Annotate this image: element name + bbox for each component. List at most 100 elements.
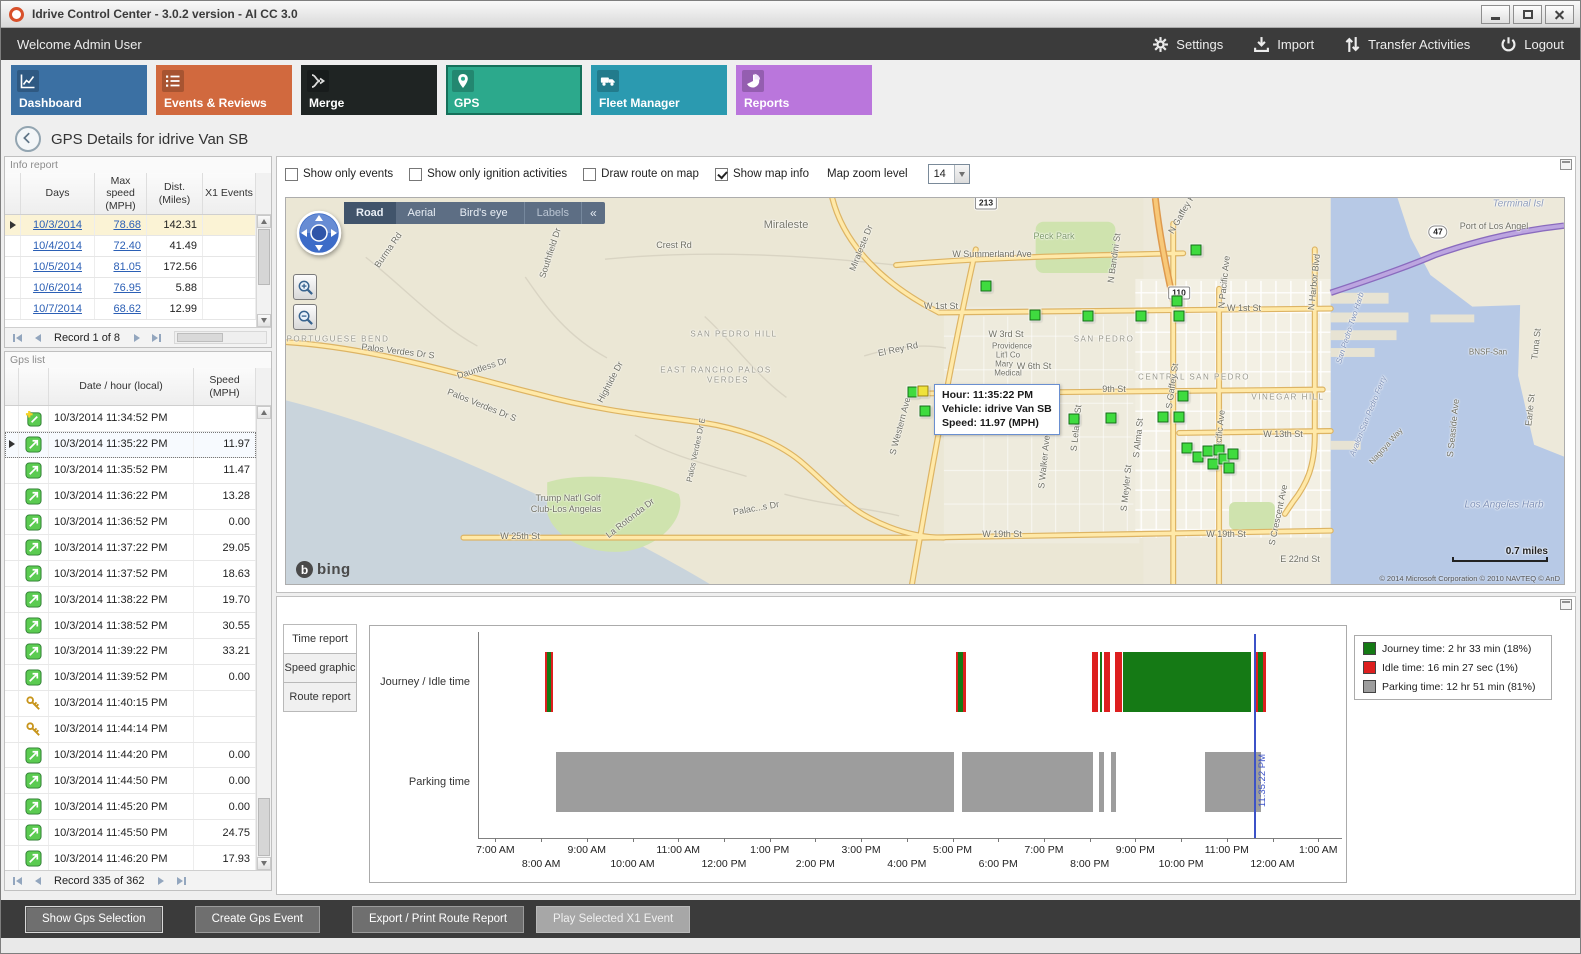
pager-prev-button[interactable] <box>29 330 46 345</box>
show-gps-selection-button[interactable]: Show Gps Selection <box>25 905 163 933</box>
column-x1-events[interactable]: X1 Events <box>203 173 256 214</box>
days-cell[interactable]: 10/3/2014 <box>21 215 95 235</box>
zoom-in-button[interactable] <box>293 274 317 300</box>
pager-next-button[interactable] <box>153 873 170 888</box>
list-item[interactable]: 10/3/2014 11:39:22 PM 33.21 <box>5 639 256 665</box>
map-marker[interactable] <box>1192 451 1204 463</box>
table-row[interactable]: 10/4/2014 72.40 41.49 <box>5 236 256 257</box>
option-show-only-ignition[interactable]: Show only ignition activities <box>409 167 567 181</box>
column-days[interactable]: Days <box>21 173 95 214</box>
map-marker[interactable] <box>919 405 931 417</box>
option-show-map-info[interactable]: Show map info <box>714 167 809 181</box>
column-speed[interactable]: Speed (MPH) <box>194 368 256 405</box>
list-item[interactable]: 10/3/2014 11:44:20 PM 0.00 <box>5 742 256 769</box>
checkbox-icon[interactable] <box>285 167 298 181</box>
pager-next-button[interactable] <box>128 330 145 345</box>
column-date-hour[interactable]: Date / hour (local) <box>49 368 194 405</box>
column-max-speed[interactable]: Max speed (MPH) <box>95 173 147 214</box>
map-marker[interactable] <box>1171 295 1183 307</box>
map-marker[interactable] <box>1105 412 1117 424</box>
map-marker[interactable] <box>1173 411 1185 423</box>
tab-events-reviews[interactable]: Events & Reviews <box>156 65 292 115</box>
map-marker[interactable] <box>1082 310 1094 322</box>
scroll-thumb[interactable] <box>177 333 224 342</box>
map-marker[interactable] <box>1068 413 1080 425</box>
list-item[interactable]: 10/3/2014 11:36:22 PM 13.28 <box>5 483 256 510</box>
zoom-out-button[interactable] <box>293 304 317 330</box>
max-speed-cell[interactable]: 81.05 <box>95 257 147 277</box>
pager-first-button[interactable] <box>9 873 26 888</box>
logout-button[interactable]: Logout <box>1500 36 1564 53</box>
map-style-labels[interactable]: Labels <box>523 202 581 224</box>
days-cell[interactable]: 10/7/2014 <box>21 299 95 319</box>
tab-route-report[interactable]: Route report <box>283 682 357 712</box>
map-marker[interactable] <box>1223 462 1235 474</box>
list-item[interactable]: 10/3/2014 11:36:52 PM 0.00 <box>5 509 256 536</box>
table-row[interactable]: 10/5/2014 81.05 172.56 <box>5 257 256 278</box>
list-item[interactable]: 10/3/2014 11:44:50 PM 0.00 <box>5 768 256 795</box>
scroll-up-icon[interactable] <box>257 215 271 228</box>
list-item[interactable]: 10/3/2014 11:44:14 PM <box>5 716 256 743</box>
map-zoom-select[interactable]: 14 <box>927 164 970 184</box>
max-speed-cell[interactable]: 68.62 <box>95 299 147 319</box>
scroll-thumb[interactable] <box>258 798 270 856</box>
scroll-up-icon[interactable] <box>257 406 271 419</box>
close-button[interactable] <box>1545 4 1574 24</box>
selected-map-marker[interactable] <box>917 385 929 397</box>
transfer-activities-button[interactable]: Transfer Activities <box>1344 36 1470 53</box>
gps-list-scrollbar[interactable] <box>256 406 271 870</box>
checkbox-icon[interactable] <box>714 167 728 181</box>
table-row[interactable]: 10/3/2014 78.68 142.31 <box>5 215 256 236</box>
settings-button[interactable]: Settings <box>1152 36 1223 53</box>
tab-merge[interactable]: Merge <box>301 65 437 115</box>
table-row[interactable]: 10/6/2014 76.95 5.88 <box>5 278 256 299</box>
pager-last-button[interactable] <box>148 330 165 345</box>
list-item[interactable]: 10/3/2014 11:38:52 PM 30.55 <box>5 613 256 640</box>
map-marker[interactable] <box>1157 411 1169 423</box>
maximize-button[interactable] <box>1513 4 1542 24</box>
list-item[interactable]: 10/3/2014 11:45:50 PM 24.75 <box>5 820 256 847</box>
scroll-down-icon[interactable] <box>257 857 271 870</box>
max-speed-cell[interactable]: 72.40 <box>95 236 147 256</box>
scroll-down-icon[interactable] <box>257 314 271 327</box>
max-speed-cell[interactable]: 78.68 <box>95 215 147 235</box>
pager-prev-button[interactable] <box>29 873 46 888</box>
max-speed-cell[interactable]: 76.95 <box>95 278 147 298</box>
days-cell[interactable]: 10/4/2014 <box>21 236 95 256</box>
tab-gps[interactable]: GPS <box>446 65 582 115</box>
create-gps-event-button[interactable]: Create Gps Event <box>194 905 320 933</box>
list-item[interactable]: 10/3/2014 11:38:22 PM 19.70 <box>5 587 256 614</box>
horizontal-scrollbar[interactable] <box>174 331 267 344</box>
tab-dashboard[interactable]: Dashboard <box>11 65 147 115</box>
days-cell[interactable]: 10/6/2014 <box>21 278 95 298</box>
map-marker[interactable] <box>1173 310 1185 322</box>
checkbox-icon[interactable] <box>409 167 423 181</box>
list-item[interactable]: 10/3/2014 11:37:22 PM 29.05 <box>5 535 256 562</box>
map-marker[interactable] <box>1029 309 1041 321</box>
list-item[interactable]: 10/3/2014 11:34:52 PM <box>5 406 256 432</box>
play-selected-x1-event-button[interactable]: Play Selected X1 Event <box>536 905 691 933</box>
map-compass-control[interactable] <box>296 210 342 256</box>
list-item[interactable]: 10/3/2014 11:46:20 PM 17.93 <box>5 846 256 870</box>
tab-speed-graphic[interactable]: Speed graphic <box>283 653 357 683</box>
map-marker[interactable] <box>1207 458 1219 470</box>
map-marker[interactable] <box>1202 445 1214 457</box>
checkbox-icon[interactable] <box>583 167 597 181</box>
option-show-only-events[interactable]: Show only events <box>285 167 393 181</box>
map-marker[interactable] <box>1177 390 1189 402</box>
map-style-collapse-icon[interactable]: « <box>581 202 605 224</box>
pager-first-button[interactable] <box>9 330 26 345</box>
map-marker[interactable] <box>980 280 992 292</box>
list-item[interactable]: 10/3/2014 11:35:52 PM 11.47 <box>5 457 256 484</box>
column-distance[interactable]: Dist. (Miles) <box>147 173 203 214</box>
map-collapse-button[interactable] <box>1560 159 1572 170</box>
list-item[interactable]: 10/3/2014 11:45:20 PM 0.00 <box>5 794 256 821</box>
tab-time-report[interactable]: Time report <box>283 624 357 654</box>
chart-collapse-button[interactable] <box>1560 599 1572 610</box>
import-button[interactable]: Import <box>1253 36 1314 53</box>
export-print-route-report-button[interactable]: Export / Print Route Report <box>351 905 525 933</box>
tab-fleet-manager[interactable]: Fleet Manager <box>591 65 727 115</box>
pager-last-button[interactable] <box>173 873 190 888</box>
map-style-birdseye[interactable]: Bird's eye <box>459 207 508 219</box>
info-report-scrollbar[interactable] <box>256 215 271 327</box>
